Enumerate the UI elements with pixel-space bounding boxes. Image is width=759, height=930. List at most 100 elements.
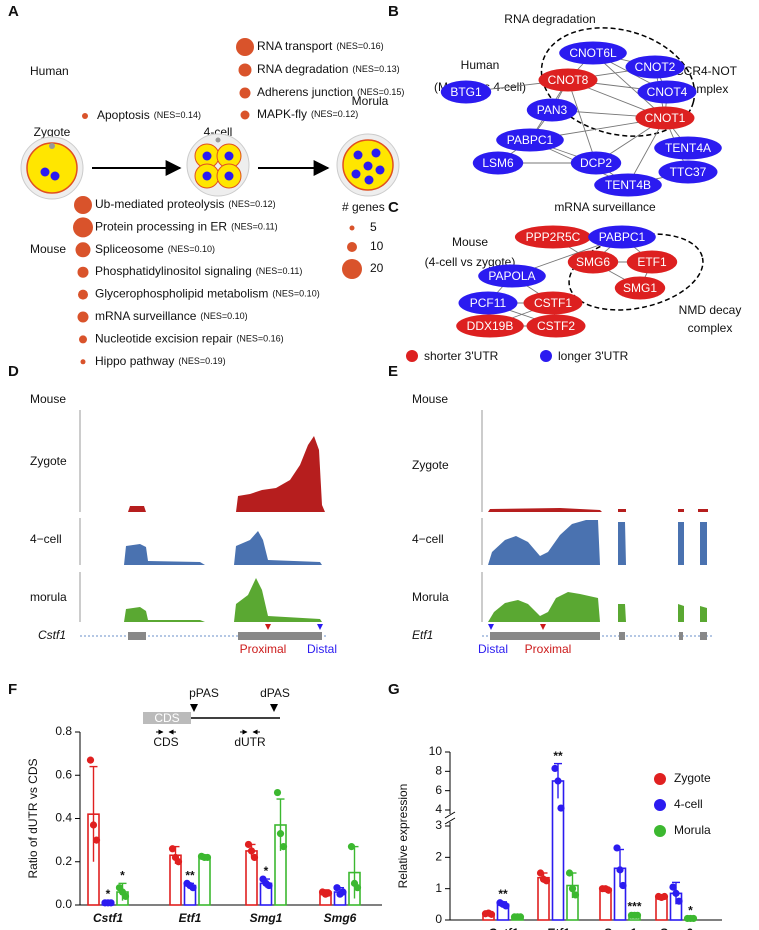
significance: ** bbox=[498, 887, 508, 901]
significance: * bbox=[120, 869, 125, 883]
node-label: LSM6 bbox=[482, 156, 514, 170]
node-label: PABPC1 bbox=[507, 133, 554, 147]
significance: * bbox=[106, 887, 111, 901]
gene-label: Cstf1 bbox=[38, 628, 66, 642]
node-label: BTG1 bbox=[450, 85, 482, 99]
y-tick-label: 0.8 bbox=[55, 724, 72, 738]
node bbox=[496, 128, 564, 152]
term-dot bbox=[73, 217, 93, 238]
term-nes: (NES=0.10) bbox=[272, 289, 319, 299]
legend-dot bbox=[406, 350, 418, 362]
node-label: TENT4B bbox=[605, 178, 651, 192]
x-tick-label: Smg6 bbox=[660, 926, 693, 930]
schematic-label: dUTR bbox=[234, 735, 266, 749]
significance: ** bbox=[185, 869, 195, 883]
node bbox=[456, 314, 524, 338]
node-label: TENT4A bbox=[665, 141, 711, 155]
data-point bbox=[487, 910, 496, 918]
node bbox=[514, 225, 592, 249]
x-tick-label: Smg1 bbox=[250, 911, 283, 925]
term-dot bbox=[78, 289, 88, 300]
x-tick-label: Etf1 bbox=[179, 911, 202, 925]
x-tick-label: Etf1 bbox=[547, 926, 570, 930]
panel-label: E bbox=[388, 363, 398, 380]
term-name: Hippo pathway bbox=[95, 354, 174, 368]
node bbox=[523, 291, 583, 315]
axis-break bbox=[444, 817, 456, 825]
bar bbox=[198, 856, 211, 906]
data-point bbox=[516, 913, 525, 921]
significance: * bbox=[688, 903, 693, 917]
term-name: RNA degradation bbox=[257, 62, 348, 76]
term-nes: (NES=0.10) bbox=[200, 311, 247, 321]
term-name: Ub-mediated proteolysis bbox=[95, 197, 224, 211]
node bbox=[626, 250, 678, 274]
data-point bbox=[571, 891, 580, 899]
site-label: Distal bbox=[307, 642, 337, 656]
species-label: Mouse bbox=[412, 392, 448, 406]
node-label: PABPC1 bbox=[599, 230, 646, 244]
significance: ** bbox=[553, 749, 563, 763]
term-dot bbox=[236, 38, 254, 56]
term-nes: (NES=0.15) bbox=[357, 87, 404, 97]
network-title: mRNA surveillance bbox=[554, 200, 656, 214]
species-label: Mouse bbox=[30, 242, 66, 256]
node-label: CSTF1 bbox=[534, 296, 572, 310]
track-label: Zygote bbox=[412, 458, 449, 472]
data-point bbox=[689, 914, 698, 923]
y-tick-label: 0.6 bbox=[55, 767, 72, 781]
stage-label: Morula bbox=[352, 94, 389, 108]
species-label: Mouse bbox=[452, 235, 488, 249]
node bbox=[635, 106, 695, 130]
data-point bbox=[604, 886, 613, 894]
node-label: CNOT2 bbox=[635, 60, 676, 74]
term-dot bbox=[82, 113, 88, 119]
size-legend-label: 20 bbox=[370, 261, 384, 275]
data-point bbox=[86, 756, 95, 764]
schematic-label: pPAS bbox=[189, 686, 219, 700]
data-point bbox=[265, 881, 273, 890]
data-point bbox=[353, 884, 362, 892]
node-label: SMG6 bbox=[576, 255, 610, 269]
y-tick-label: 2 bbox=[435, 850, 442, 864]
complex-label: CCR4-NOT bbox=[675, 64, 738, 78]
node bbox=[594, 173, 662, 197]
data-point bbox=[502, 902, 510, 910]
data-point bbox=[554, 777, 562, 785]
data-point bbox=[551, 764, 559, 773]
term-label: Hippo pathway (NES=0.19) bbox=[95, 354, 226, 368]
node bbox=[538, 68, 598, 92]
term-label: Spliceosome (NES=0.10) bbox=[95, 242, 215, 256]
node bbox=[472, 151, 524, 175]
node bbox=[654, 136, 722, 160]
node-label: PCF11 bbox=[470, 296, 507, 310]
track-label: Morula bbox=[412, 590, 449, 604]
track-label: Zygote bbox=[30, 454, 67, 468]
term-name: RNA transport bbox=[257, 39, 333, 53]
y-tick-label: 6 bbox=[435, 783, 442, 797]
track-label: 4−cell bbox=[30, 532, 62, 546]
site-label: Proximal bbox=[240, 642, 287, 656]
term-nes: (NES=0.13) bbox=[352, 64, 399, 74]
y-tick-label: 0.2 bbox=[55, 854, 72, 868]
data-point bbox=[542, 877, 551, 885]
node-label: DDX19B bbox=[467, 319, 514, 333]
data-point bbox=[174, 858, 183, 866]
node bbox=[559, 41, 627, 65]
y-axis-label: Relative expression bbox=[396, 784, 410, 889]
term-nes: (NES=0.11) bbox=[231, 222, 278, 232]
term-name: MAPK-fly bbox=[257, 107, 307, 121]
node bbox=[526, 314, 586, 338]
size-legend-dot bbox=[347, 242, 357, 252]
term-label: mRNA surveillance (NES=0.10) bbox=[95, 309, 248, 323]
size-legend-label: 5 bbox=[370, 220, 377, 234]
term-label: Nucleotide excision repair (NES=0.16) bbox=[95, 332, 284, 346]
term-nes: (NES=0.12) bbox=[228, 199, 275, 209]
coverage-tracks bbox=[481, 410, 708, 622]
node bbox=[458, 291, 518, 315]
axis-break bbox=[444, 811, 456, 819]
data-point bbox=[121, 892, 130, 900]
panel-label: A bbox=[8, 3, 19, 20]
legend-label: Morula bbox=[674, 823, 711, 837]
